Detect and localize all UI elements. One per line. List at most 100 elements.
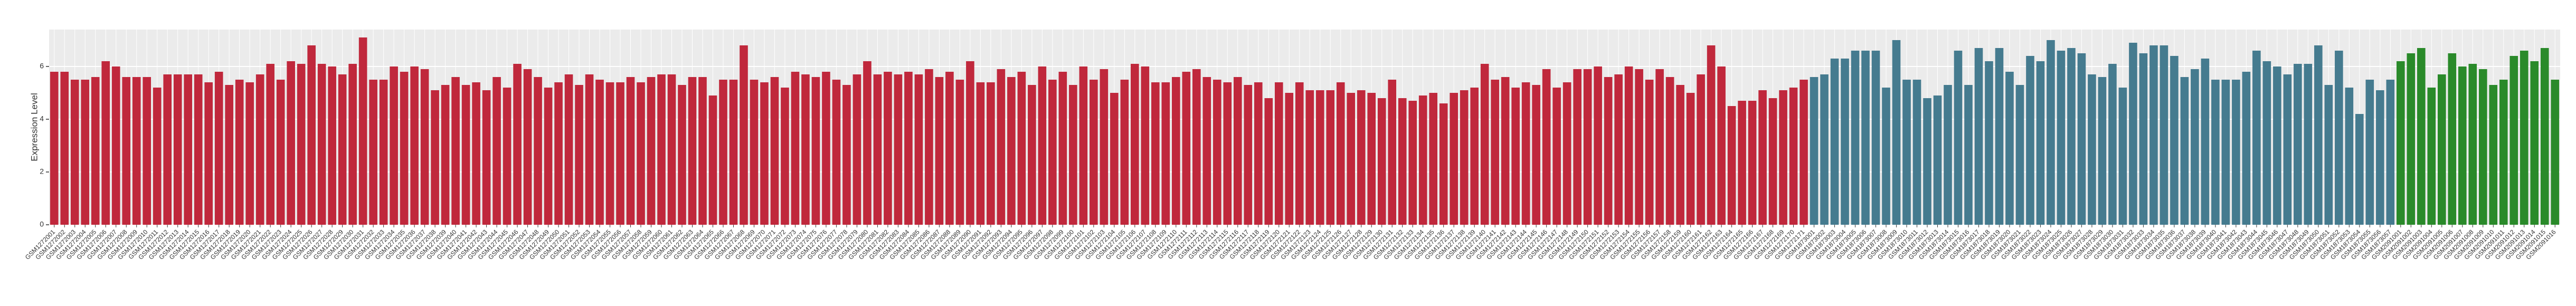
y-tick-label: 4 (40, 114, 44, 123)
bar (2026, 56, 2034, 225)
bar (1491, 80, 1499, 225)
bar (2324, 85, 2333, 225)
bar (2335, 51, 2343, 225)
bar (637, 82, 645, 225)
bar (1954, 51, 1963, 225)
bar (1388, 80, 1397, 225)
bar (760, 82, 769, 225)
bar (1614, 74, 1623, 225)
bar (2294, 64, 2302, 225)
bar (523, 69, 532, 225)
bar (1233, 77, 1242, 225)
bar (1450, 93, 1458, 225)
bar (1367, 93, 1376, 225)
bar (143, 77, 151, 225)
bar (60, 72, 69, 225)
bar (842, 85, 851, 225)
bar (1141, 66, 1150, 225)
bar (1202, 77, 1211, 225)
bar (1748, 101, 1757, 225)
bar (2551, 80, 2560, 225)
bar (966, 61, 974, 225)
bar (1315, 90, 1324, 225)
bar (2314, 45, 2323, 225)
bar (1944, 85, 1952, 225)
bar (225, 85, 233, 225)
bar (1635, 69, 1643, 225)
bar (1892, 40, 1901, 225)
bar (1172, 77, 1180, 225)
bar (400, 72, 409, 225)
bar (1923, 98, 1931, 225)
bar (2448, 53, 2457, 225)
bar (955, 80, 964, 225)
bar (750, 80, 759, 225)
bar (534, 77, 542, 225)
bar (1120, 80, 1129, 225)
bar (297, 64, 306, 225)
bar (2036, 61, 2045, 225)
bar (1223, 82, 1232, 225)
bar (2417, 48, 2426, 225)
bar (276, 80, 285, 225)
bar (1254, 82, 1263, 225)
bar (1532, 85, 1540, 225)
bar (1727, 106, 1736, 225)
bar (925, 69, 933, 225)
y-axis-label: Expression Level (29, 93, 39, 161)
bar (1645, 80, 1654, 225)
bar (904, 72, 913, 225)
bar (1779, 90, 1787, 225)
bar (544, 88, 553, 225)
bar (235, 80, 244, 225)
bar (1738, 101, 1746, 225)
y-tick-label: 0 (40, 220, 44, 228)
bar (1882, 88, 1890, 225)
bar (1562, 82, 1571, 225)
bar (1110, 93, 1119, 225)
bar (811, 77, 820, 225)
bar (1542, 69, 1551, 225)
bar (338, 74, 347, 225)
bar (832, 80, 841, 225)
bar (390, 66, 398, 225)
bar (708, 95, 717, 225)
bar (801, 74, 810, 225)
bar (1274, 82, 1283, 225)
bar (2108, 64, 2117, 225)
bar (451, 77, 460, 225)
bar (1357, 90, 1366, 225)
bar (987, 82, 995, 225)
bar (1871, 51, 1880, 225)
bar (328, 66, 336, 225)
y-tick-label: 2 (40, 167, 44, 176)
bar (2098, 77, 2107, 225)
bar (472, 82, 480, 225)
bar (2160, 45, 2168, 225)
bar (1192, 69, 1201, 225)
bar (1151, 82, 1160, 225)
bar (1768, 98, 1777, 225)
bar (2077, 53, 2086, 225)
bar (1830, 59, 1839, 225)
bar (2067, 48, 2076, 225)
bar (70, 80, 79, 225)
bar (1017, 72, 1026, 225)
bar (2468, 64, 2477, 225)
bar (1511, 88, 1520, 225)
bar (605, 82, 614, 225)
bar (585, 74, 594, 225)
bar (1841, 59, 1849, 225)
bar (554, 82, 563, 225)
bar (1624, 66, 1633, 225)
bar (2221, 80, 2230, 225)
bar (2530, 61, 2539, 225)
bar (2437, 74, 2446, 225)
bar (1326, 90, 1335, 225)
bar (2262, 61, 2271, 225)
bar (317, 64, 326, 225)
bar (2139, 53, 2148, 225)
bar (513, 64, 522, 225)
bar (863, 61, 872, 225)
